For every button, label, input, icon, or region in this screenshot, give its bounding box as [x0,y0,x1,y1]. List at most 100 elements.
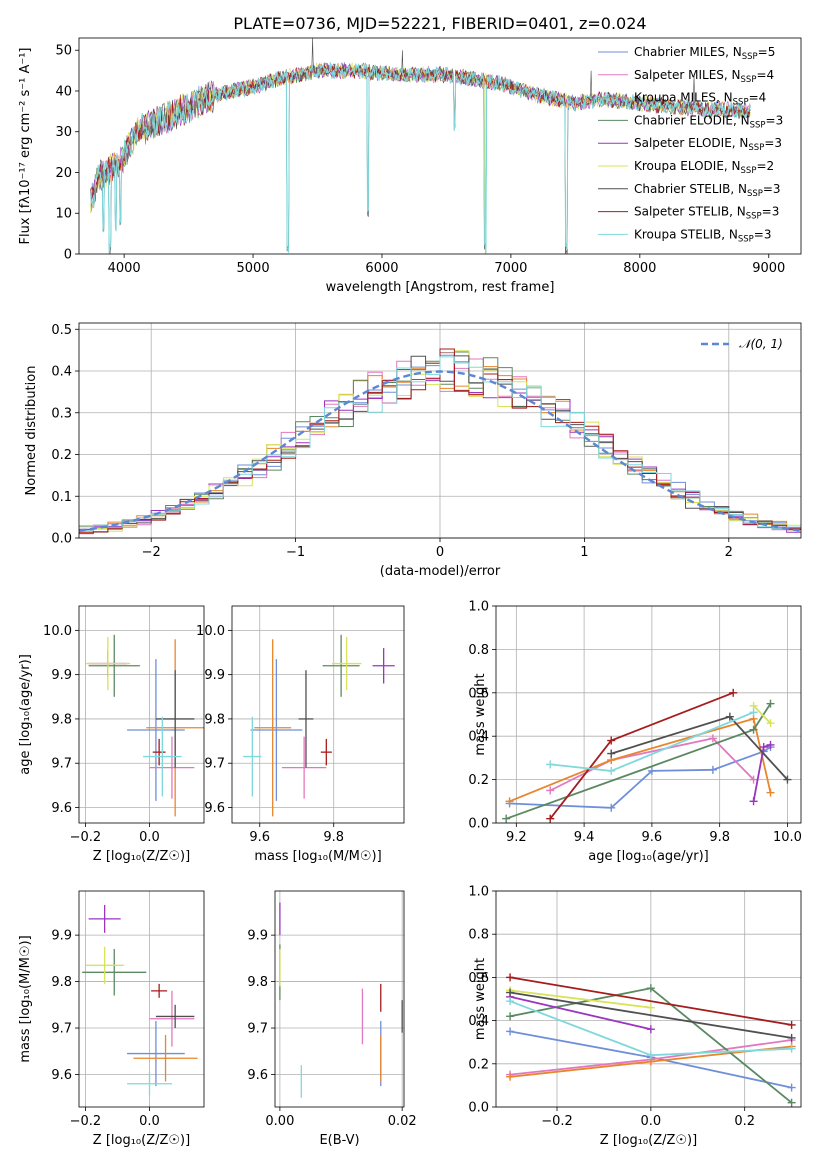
legend-label-text: Kroupa MILES, N [634,91,733,105]
y-tick-label: 0.6 [468,686,489,701]
x-tick-label: −0.2 [70,830,102,845]
point-marker [506,988,515,997]
y-tick-label: 0.8 [468,928,489,943]
mass-weight-line-chabrier-miles [509,746,771,809]
plot-area [85,634,204,817]
x-axis-label: mass [log₁₀(M/M☉)] [254,849,381,864]
errorbar-point-chabrier-miles [250,659,303,801]
legend-label-suffix: =3 [764,136,782,150]
errorbar-point-salpeter-stelib [151,983,168,998]
point-marker [749,797,758,806]
legend-label-subscript: SSP [733,98,749,108]
mass-weight-vs-age-panel: 9.2 9.4 9.6 9.8 10.0 0.0 0.2 0.4 0.6 0.8 1.0 age [l… [468,600,802,865]
point-marker [787,1033,796,1042]
legend-label-text: Salpeter ELODIE, N [634,136,748,150]
errorbar-point-salpeter-stelib [152,738,166,766]
x-tick-label: −2 [142,545,161,560]
errorbar-point-salpeter-miles [149,736,195,799]
y-tick-label: 0.2 [468,1057,489,1072]
y-tick-label: 40 [55,84,72,99]
spectrum-line-chabrier-stelib [90,38,751,254]
x-tick-label: 8000 [623,261,656,276]
y-tick-label: 10.0 [196,624,225,639]
legend-label-suffix: =3 [763,182,781,196]
x-tick-label: 9.2 [506,830,527,845]
legend-label-text: Salpeter STELIB, N [634,205,746,219]
point-marker [787,1044,796,1053]
point-marker [506,1012,515,1021]
errorbar-point-chabrier-stelib [298,670,314,768]
legend-label-text: Chabrier STELIB, N [634,182,747,196]
plot-area [502,688,792,823]
errorbar-point-salpeter-elodie [88,904,121,933]
point-marker [607,803,616,812]
mass-weight-line-salpeter-elodie [509,995,652,1031]
y-tick-label: 20 [55,166,72,181]
axes-frame [231,605,405,824]
errorbar-point-chabrier-elodie [322,634,360,697]
y-tick-label: 9.7 [204,757,225,772]
plot-area [279,902,403,1098]
x-tick-label: 9.4 [574,830,595,845]
point-marker [766,788,775,797]
legend-label: Chabrier MILES, NSSP=5 [634,45,775,62]
x-tick-label: 9.8 [323,830,344,845]
point-marker [787,1098,796,1107]
spectrum-panel: 4000 5000 6000 7000 8000 9000 0 10 20 30 40 50 wavel… [18,37,802,295]
age-vs-mass-panel: 9.6 9.8 9.6 9.7 9.8 9.9 10.0 mass [log₁₀(M/M☉)] [196,605,405,864]
y-tick-label: 9.6 [51,1068,72,1083]
y-tick-label: 10.0 [43,624,72,639]
legend-label-text: Chabrier ELODIE, N [634,113,750,127]
legend-label: Kroupa STELIB, NSSP=3 [634,227,772,244]
errorbar-point-salpeter-miles [149,990,195,1047]
plot-area [79,348,801,535]
legend-label-suffix: =3 [754,227,772,241]
axes-frame [495,605,802,824]
errorbar-point-chabrier-elodie [88,634,140,697]
point-marker [646,1025,655,1034]
spectrum-line-kroupa-stelib [90,62,751,254]
y-tick-label: 9.9 [51,668,72,683]
legend-label-text: Chabrier MILES, N [634,45,742,59]
point-marker [546,786,555,795]
x-tick-label: 5000 [237,261,270,276]
y-tick-label: 9.6 [247,1068,268,1083]
x-tick-label: 9000 [752,261,785,276]
point-marker [647,766,656,775]
mass-weight-line-kroupa-elodie [752,705,772,724]
legend-label-subscript: SSP [741,166,757,176]
age-vs-metallicity-panel: −0.2 0.0 9.6 9.7 9.8 9.9 10.0 Z [log₁₀(Z/Z☉)] ag… [18,605,205,864]
y-tick-label: 0.0 [468,817,489,832]
y-tick-label: 30 [55,125,72,140]
y-tick-label: 1.0 [468,600,489,615]
y-tick-label: 9.6 [51,801,72,816]
legend-label-subscript: SSP [741,75,757,85]
point-marker [766,699,775,708]
x-tick-label: −0.2 [70,1114,102,1129]
errorbar-point-chabrier-stelib [155,1004,195,1029]
point-marker [729,688,738,697]
y-tick-label: 0.8 [468,643,489,658]
y-tick-label: 1.0 [468,885,489,900]
mass-weight-line-salpeter-stelib [509,976,792,1026]
point-marker [506,1027,515,1036]
y-axis-label: Normed distribution [24,366,39,496]
y-tick-label: 0 [64,248,72,263]
y-tick-label: 10 [55,207,72,222]
point-marker [759,743,768,752]
x-tick-label: 6000 [365,261,398,276]
errorbar-point-chabrier-miles [127,1021,185,1087]
x-axis-label: Z [log₁₀(Z/Z☉)] [93,849,190,864]
point-marker [708,734,717,743]
axes-frame [274,890,405,1108]
x-axis-label: wavelength [Angstrom, rest frame] [326,280,555,295]
legend-label-subscript: SSP [750,120,766,130]
errorbar-point-kroupa-stelib [143,716,182,797]
y-tick-label: 9.9 [204,668,225,683]
x-axis-label: age [log₁₀(age/yr)] [588,849,709,864]
plot-area [82,904,198,1096]
point-marker [506,997,515,1006]
y-axis-label: mass weight [473,958,488,1040]
mass-weight-line-chabrier-stelib [509,991,792,1039]
plot-area [243,634,395,817]
